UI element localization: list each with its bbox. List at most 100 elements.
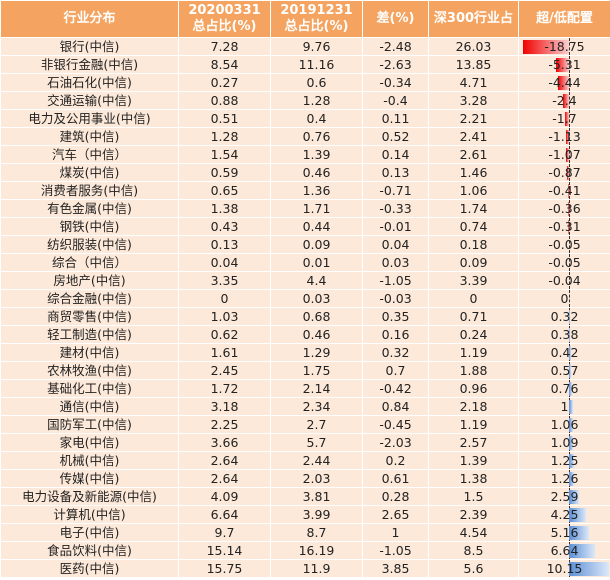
value-cell: 2.7 <box>270 415 363 434</box>
industry-cell: 家电(中信) <box>0 433 179 452</box>
value-cell: 10.15 <box>518 559 610 578</box>
table-row: 基础化工(中信) 1.72 2.14 -0.42 0.96 0.76 <box>0 379 610 398</box>
industry-cell: 通信(中信) <box>0 397 179 416</box>
value-cell: 3.28 <box>428 91 519 110</box>
value-cell: 9.7 <box>178 523 271 542</box>
value-cell: 0.88 <box>178 91 271 110</box>
value-cell: 1.19 <box>428 343 519 362</box>
value-cell: 2.25 <box>178 415 271 434</box>
industry-cell: 交通运输(中信) <box>0 91 179 110</box>
zero-axis <box>569 164 570 181</box>
data-bar <box>569 328 571 342</box>
value-cell: 0.42 <box>518 343 610 362</box>
value-label: 1.26 <box>550 471 579 486</box>
table-row: 食品饮料(中信) 15.14 16.19 -1.05 8.5 6.64 <box>0 541 610 560</box>
zero-axis <box>569 236 570 253</box>
table-row: 消费者服务(中信) 0.65 1.36 -0.71 1.06 -0.41 <box>0 181 610 200</box>
value-cell: 0.03 <box>362 253 429 272</box>
zero-axis <box>569 218 570 235</box>
value-cell: 1.46 <box>428 163 519 182</box>
value-cell: -0.42 <box>362 379 429 398</box>
value-cell: 0.71 <box>428 307 519 326</box>
value-cell: 0.59 <box>178 163 271 182</box>
value-cell: -0.87 <box>518 163 610 182</box>
table-row: 汽车（中信） 1.54 1.39 0.14 2.61 -1.07 <box>0 145 610 164</box>
industry-cell: 非银行金融(中信) <box>0 55 179 74</box>
industry-cell: 国防军工(中信) <box>0 415 179 434</box>
data-bar <box>569 544 596 558</box>
data-bar <box>569 472 574 486</box>
value-cell: 0.13 <box>362 163 429 182</box>
zero-axis <box>569 110 570 127</box>
value-cell: 0.27 <box>178 73 271 92</box>
value-cell: 0.04 <box>178 253 271 272</box>
value-label: 0.42 <box>550 345 579 360</box>
table-row: 银行(中信) 7.28 9.76 -2.48 26.03 -18.75 <box>0 37 610 56</box>
table-row: 机械(中信) 2.64 2.44 0.2 1.39 1.25 <box>0 451 610 470</box>
value-cell: 4.09 <box>178 487 271 506</box>
value-cell: 1.38 <box>178 199 271 218</box>
value-cell: 2.64 <box>178 451 271 470</box>
value-label: 1.09 <box>550 435 579 450</box>
table-row: 轻工制造(中信) 0.62 0.46 0.16 0.24 0.38 <box>0 325 610 344</box>
table-row: 国防军工(中信) 2.25 2.7 -0.45 1.19 1.06 <box>0 415 610 434</box>
value-cell: 1.29 <box>270 343 363 362</box>
value-cell: 2.41 <box>428 127 519 146</box>
value-cell: 0.14 <box>362 145 429 164</box>
value-cell: 4.54 <box>428 523 519 542</box>
zero-axis <box>569 200 570 217</box>
value-label: -1.07 <box>548 147 581 162</box>
value-cell: 8.5 <box>428 541 519 560</box>
value-label: -2.4 <box>552 93 577 108</box>
value-cell: 0.09 <box>270 235 363 254</box>
value-cell: 1 <box>518 397 610 416</box>
value-cell: 2.18 <box>428 397 519 416</box>
value-cell: 2.64 <box>178 469 271 488</box>
value-cell: 0 <box>518 289 610 308</box>
value-cell: 11.16 <box>270 55 363 74</box>
header-cell: 20200331 总占比(%) <box>178 0 271 38</box>
value-cell: -0.4 <box>362 91 429 110</box>
value-cell: 0.4 <box>270 109 363 128</box>
industry-cell: 房地产(中信) <box>0 271 179 290</box>
value-cell: 13.85 <box>428 55 519 74</box>
value-cell: 9.76 <box>270 37 363 56</box>
value-cell: -0.03 <box>362 289 429 308</box>
header-cell: 行业分布 <box>0 0 179 38</box>
value-cell: 1.38 <box>428 469 519 488</box>
table-row: 农林牧渔(中信) 2.45 1.75 0.7 1.88 0.57 <box>0 361 610 380</box>
data-bar <box>558 76 569 90</box>
data-bar <box>569 364 572 378</box>
industry-cell: 石油石化(中信) <box>0 73 179 92</box>
value-cell: 15.75 <box>178 559 271 578</box>
value-label: -0.04 <box>548 273 581 288</box>
industry-cell: 机械(中信) <box>0 451 179 470</box>
industry-cell: 综合（中信） <box>0 253 179 272</box>
value-cell: -2.4 <box>518 91 610 110</box>
data-bar <box>566 130 569 144</box>
value-cell: 0.04 <box>362 235 429 254</box>
value-label: -1.13 <box>548 129 581 144</box>
value-cell: 8.54 <box>178 55 271 74</box>
value-cell: 1.39 <box>428 451 519 470</box>
value-label: 5.16 <box>550 525 579 540</box>
industry-cell: 煤炭(中信) <box>0 163 179 182</box>
value-cell: 0.65 <box>178 181 271 200</box>
value-label: -4.44 <box>548 75 581 90</box>
industry-cell: 电子(中信) <box>0 523 179 542</box>
data-bar <box>564 112 569 126</box>
value-cell: 1.74 <box>428 199 519 218</box>
value-cell: 1.28 <box>178 127 271 146</box>
value-label: 0.32 <box>550 309 579 324</box>
table-row: 计算机(中信) 6.64 3.99 2.65 2.39 4.25 <box>0 505 610 524</box>
value-cell: 3.85 <box>362 559 429 578</box>
value-cell: 0.01 <box>270 253 363 272</box>
value-cell: 0.46 <box>270 163 363 182</box>
table-row: 煤炭(中信) 0.59 0.46 0.13 1.46 -0.87 <box>0 163 610 182</box>
value-cell: 5.7 <box>270 433 363 452</box>
value-cell: 1.72 <box>178 379 271 398</box>
value-label: 1.25 <box>550 453 579 468</box>
value-cell: -0.05 <box>518 235 610 254</box>
value-cell: 26.03 <box>428 37 519 56</box>
value-cell: 1.88 <box>428 361 519 380</box>
